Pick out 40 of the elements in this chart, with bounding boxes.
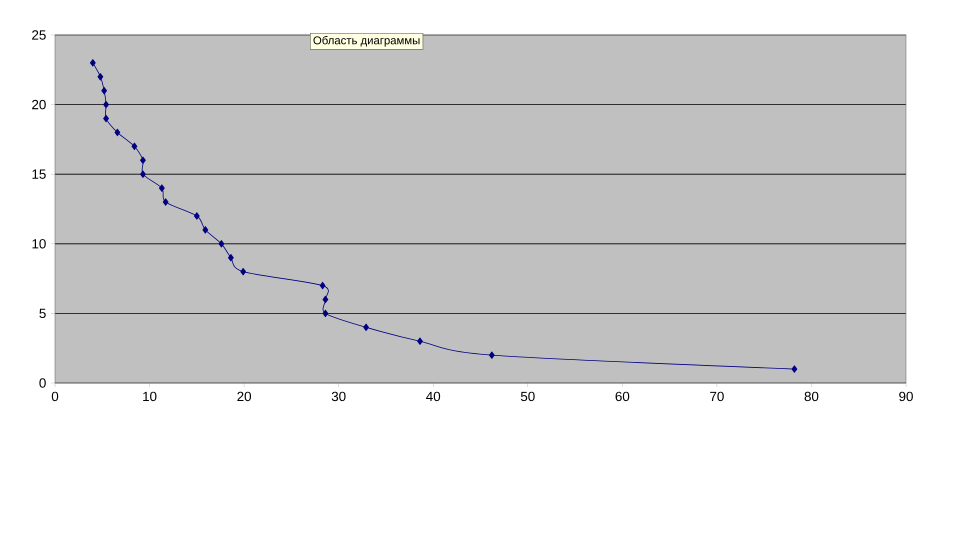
x-tick-label: 70	[710, 392, 724, 402]
point	[228, 254, 234, 262]
point	[202, 226, 208, 234]
x-tick-label: 20	[237, 392, 252, 402]
point	[103, 114, 109, 122]
point	[322, 296, 328, 304]
x-tick-label: 80	[804, 392, 818, 402]
point	[101, 86, 108, 94]
y-tick-label: 20	[32, 100, 46, 110]
x-tick-label: 40	[426, 392, 440, 402]
point	[792, 365, 798, 373]
x-tick-label: 30	[332, 392, 346, 402]
y-tick-label: 5	[39, 308, 46, 318]
point	[363, 324, 369, 332]
y-tick-label: 25	[32, 30, 46, 40]
point	[417, 338, 423, 345]
point	[488, 351, 495, 359]
point	[322, 310, 328, 318]
point	[114, 128, 120, 136]
point	[90, 59, 96, 67]
point	[140, 170, 146, 178]
y-tick-label: 10	[32, 239, 46, 249]
x-tick-label: 60	[616, 392, 630, 402]
y-tick-label: 15	[32, 170, 46, 179]
point	[97, 73, 104, 80]
annotation: Область диаграммы	[313, 36, 420, 47]
point	[218, 240, 224, 248]
y-tick-label: 0	[39, 378, 46, 388]
point	[240, 268, 246, 276]
point	[132, 142, 138, 150]
x-tick-label: 0	[52, 392, 58, 402]
point	[103, 100, 109, 108]
x-tick-label: 10	[143, 392, 156, 402]
point	[158, 184, 165, 192]
point	[194, 212, 200, 220]
x-tick-label: 90	[899, 392, 913, 402]
point	[162, 198, 169, 206]
point	[140, 156, 146, 164]
point	[320, 282, 326, 290]
x-tick-label: 50	[520, 392, 535, 402]
